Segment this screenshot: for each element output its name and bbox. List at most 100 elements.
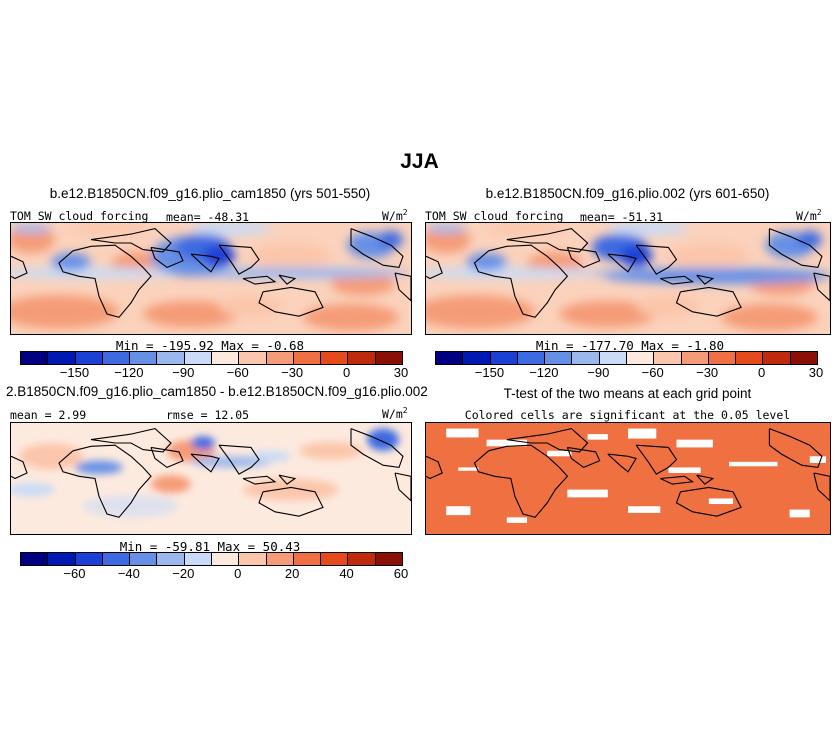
field-region bbox=[71, 223, 151, 235]
field-region bbox=[83, 495, 179, 518]
panel3-colorbar bbox=[20, 552, 403, 566]
panel3-minmax: Min = -59.81 Max = 50.43 bbox=[119, 539, 301, 554]
colorbar-cell bbox=[266, 352, 294, 364]
panel2-mean: mean= -51.31 bbox=[580, 210, 664, 224]
panel2-map bbox=[425, 222, 831, 335]
colorbar-cell bbox=[654, 352, 682, 364]
non-significant-cell bbox=[446, 428, 479, 438]
coastline bbox=[150, 246, 184, 269]
field-region bbox=[636, 295, 701, 318]
colorbar-tick-label: −30 bbox=[281, 365, 304, 380]
field-region bbox=[668, 242, 750, 270]
coastline bbox=[696, 274, 715, 285]
colorbar-cell bbox=[790, 352, 817, 364]
field-region bbox=[11, 482, 55, 497]
colorbar-cell bbox=[463, 352, 491, 364]
coastline bbox=[426, 255, 443, 280]
coastline bbox=[473, 244, 569, 318]
non-significant-cell bbox=[486, 439, 527, 447]
field-region bbox=[607, 223, 689, 236]
field-region bbox=[191, 436, 215, 450]
colorbar-cell bbox=[102, 553, 131, 565]
panel2-title: b.e12.B1850CN.f09_g16.plio.002 (yrs 601-… bbox=[485, 186, 770, 201]
field-region bbox=[619, 245, 653, 268]
coastline bbox=[675, 286, 742, 317]
field-region bbox=[426, 295, 536, 329]
colorbar-cell bbox=[184, 352, 212, 364]
coastline bbox=[190, 253, 220, 273]
colorbar-cell bbox=[21, 352, 49, 364]
coastline bbox=[506, 228, 589, 253]
coastline bbox=[566, 246, 601, 269]
field-region bbox=[331, 272, 395, 296]
coastline bbox=[218, 244, 260, 275]
colorbar-tick-label: −120 bbox=[114, 365, 144, 380]
panel3-mean: mean = 2.99 bbox=[10, 408, 87, 422]
colorbar-cell bbox=[490, 352, 518, 364]
field-region bbox=[203, 245, 235, 268]
ttest-field bbox=[426, 423, 830, 534]
coastline bbox=[813, 472, 830, 502]
coastline bbox=[675, 486, 742, 517]
coastline bbox=[607, 453, 637, 473]
colorbar-cell bbox=[239, 352, 267, 364]
colorbar-tick-label: 0 bbox=[757, 365, 766, 380]
colorbar-cell bbox=[375, 553, 402, 565]
colorbar-cell bbox=[293, 352, 322, 364]
coastline bbox=[258, 286, 324, 317]
coastline bbox=[278, 474, 297, 485]
field-region bbox=[19, 442, 83, 470]
field-region bbox=[603, 268, 830, 285]
non-significant-cell bbox=[458, 467, 479, 471]
non-significant-cell bbox=[809, 456, 826, 463]
colorbar-cell bbox=[211, 352, 240, 364]
colorbar-cell bbox=[157, 352, 185, 364]
panel1-mean: mean= -48.31 bbox=[166, 210, 250, 224]
panel3-title: 2.B1850CN.f09_g16.plio_cam1850 - b.e12.B… bbox=[6, 384, 428, 399]
colorbar-tick-label: 20 bbox=[284, 566, 300, 581]
field-region bbox=[379, 230, 403, 249]
panel2-variable: TOM SW cloud forcing bbox=[425, 209, 564, 223]
field-region bbox=[559, 300, 657, 328]
panel3-units: W/m2 bbox=[382, 406, 408, 421]
colorbar-tick-label: 30 bbox=[393, 365, 409, 380]
colorbar-tick-label: 0 bbox=[342, 365, 351, 380]
map-field bbox=[426, 223, 830, 334]
coastline bbox=[11, 255, 28, 280]
field-region bbox=[51, 252, 91, 271]
colorbar-cell bbox=[48, 352, 76, 364]
field-region bbox=[75, 460, 123, 475]
field-region bbox=[720, 304, 818, 331]
coastline bbox=[58, 444, 152, 518]
non-significant-cell bbox=[729, 461, 778, 467]
coastline bbox=[90, 228, 172, 253]
coastline bbox=[218, 444, 260, 475]
colorbar-tick-label: 60 bbox=[393, 566, 409, 581]
colorbar-cell bbox=[348, 352, 376, 364]
field-region bbox=[426, 226, 471, 253]
coastline bbox=[258, 486, 324, 517]
panel4-subtitle: Colored cells are significant at the 0.0… bbox=[464, 408, 791, 422]
non-significant-cell bbox=[708, 498, 734, 505]
coastline bbox=[768, 428, 823, 469]
colorbar-tick-label: −60 bbox=[641, 365, 664, 380]
field-region bbox=[251, 450, 291, 462]
colorbar-tick-label: 40 bbox=[339, 566, 354, 581]
map-field bbox=[11, 423, 411, 534]
field-region bbox=[219, 295, 283, 318]
colorbar-cell bbox=[626, 352, 655, 364]
panel1-minmax: Min = -195.92 Max = -0.68 bbox=[115, 338, 305, 353]
colorbar-cell bbox=[102, 352, 131, 364]
colorbar-tick-label: −90 bbox=[172, 365, 195, 380]
field-region bbox=[11, 295, 119, 329]
colorbar-cell bbox=[75, 553, 103, 565]
panel4-title: T-test of the two means at each grid poi… bbox=[503, 386, 752, 401]
coastline bbox=[473, 444, 569, 518]
coastline bbox=[11, 455, 28, 480]
panel2-minmax: Min = -177.70 Max = -1.80 bbox=[535, 338, 725, 353]
colorbar-cell bbox=[321, 352, 349, 364]
colorbar-tick-label: 0 bbox=[234, 566, 242, 581]
coastline bbox=[635, 244, 678, 275]
field-region bbox=[11, 224, 51, 233]
field-region bbox=[299, 441, 363, 460]
